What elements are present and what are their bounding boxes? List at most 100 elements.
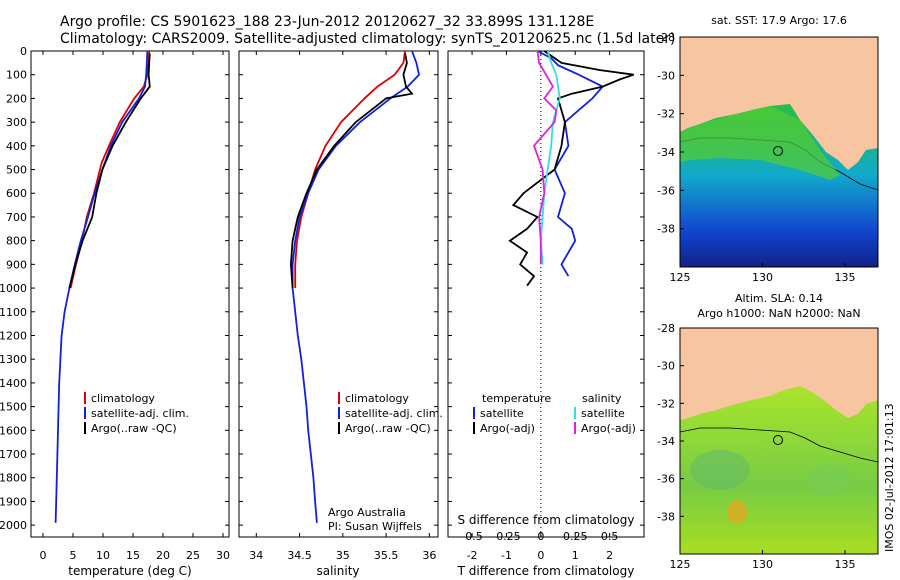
x-tick-label-s: -0.25 [492, 530, 520, 543]
argo-australia-label: Argo Australia [328, 506, 406, 519]
depth-tick-label: 1500 [0, 401, 27, 414]
depth-tick-label: 2000 [0, 519, 27, 532]
depth-tick-label: 600 [6, 187, 27, 200]
x-tick-label: 34.5 [287, 549, 312, 562]
depth-tick-label: 1300 [0, 353, 27, 366]
x-tick-label: 0 [537, 549, 544, 562]
depth-tick-label: 700 [6, 211, 27, 224]
depth-tick-label: 400 [6, 140, 27, 153]
legend-label-temp-argo: Argo(-adj) [480, 422, 535, 435]
difference-panel: -2 -1 0 1 2 -0.5 -0.25 0 0.25 0.5 [448, 50, 644, 562]
depth-tick-label: 0 [20, 45, 27, 58]
series-line-salinity-argo-adj- [532, 50, 558, 265]
sla-map-title: Altim. SLA: 0.14 [735, 292, 823, 305]
x-tick-label: 30 [216, 549, 230, 562]
temperature-panel-frame [30, 50, 230, 538]
series-line-satellite-adj-clim- [291, 50, 420, 523]
sla-map-land [680, 328, 878, 420]
imos-timestamp: IMOS 02-Jul-2012 17:01:13 [883, 403, 896, 552]
depth-tick-label: 200 [6, 92, 27, 105]
x-tick-label: 15 [126, 549, 140, 562]
sst-map-land [680, 37, 878, 170]
sla-map-shelf-contour [680, 427, 878, 463]
x-tick-label: 36 [422, 549, 436, 562]
sla-map-high-patch [727, 500, 747, 524]
depth-axis: 0 100 200 300 400 500 600 700 800 900 1000 1100 1200… [0, 45, 27, 532]
sla-map-argo-marker [773, 435, 783, 445]
depth-tick-label: 1800 [0, 472, 27, 485]
x-tick-label: 1 [572, 549, 579, 562]
sst-map-title: sat. SST: 17.9 Argo: 17.6 [711, 14, 847, 27]
map-y-tick-label: -30 [657, 69, 675, 82]
difference-legend: temperature salinity satellite Argo(-adj… [473, 392, 636, 435]
sla-map-low-patch [690, 450, 750, 490]
legend-label-satellite-adj: satellite-adj. clim. [91, 407, 189, 420]
series-line-salinity-satellite [539, 50, 561, 265]
series-line-temperature-argo-adj- [508, 50, 634, 287]
figure-title-line1: Argo profile: CS 5901623_188 23-Jun-2012… [60, 14, 594, 30]
sst-map-argo-marker [773, 146, 783, 156]
x-tick-label: 35 [336, 549, 350, 562]
x-tick-label: 34 [249, 549, 263, 562]
map-y-tick-label: -36 [657, 184, 675, 197]
depth-tick-label: 1100 [0, 306, 27, 319]
salinity-xlabel: salinity [316, 564, 359, 578]
series-line-temperature-satellite [536, 50, 605, 277]
x-tick-label: 35.5 [374, 549, 399, 562]
salinity-legend: climatology satellite-adj. clim. Argo(..… [338, 392, 443, 435]
legend-label-satellite-adj: satellite-adj. clim. [345, 407, 443, 420]
series-line-climatology [69, 50, 151, 289]
series-line-argo-raw-qc- [289, 53, 414, 289]
x-tick-label: 10 [96, 549, 110, 562]
x-tick-label: 0 [40, 549, 47, 562]
map-x-tick-label: 135 [835, 271, 856, 284]
x-tick-label: 20 [156, 549, 170, 562]
map-x-tick-label: 125 [670, 271, 691, 284]
temperature-xlabel: temperature (deg C) [68, 564, 191, 578]
temperature-legend: climatology satellite-adj. clim. Argo(..… [84, 392, 189, 435]
x-tick-label-s: 0.25 [563, 530, 588, 543]
map-y-tick-label: -38 [657, 223, 675, 236]
legend-heading-temperature: temperature [482, 392, 551, 405]
legend-label-argo: Argo(..raw -QC) [91, 422, 177, 435]
depth-tick-label: 1200 [0, 329, 27, 342]
depth-tick-label: 900 [6, 258, 27, 271]
depth-tick-label: 1400 [0, 377, 27, 390]
map-y-tick-label: -28 [657, 31, 675, 44]
x-tick-label: -2 [467, 549, 478, 562]
depth-tick-label: 1700 [0, 448, 27, 461]
figure-title-line2: Climatology: CARS2009. Satellite-adjuste… [60, 31, 675, 47]
legend-label-climatology: climatology [91, 392, 155, 405]
pi-label: PI: Susan Wijffels [328, 520, 422, 533]
legend-label-argo: Argo(..raw -QC) [345, 422, 431, 435]
x-tick-label: 2 [606, 549, 613, 562]
map-y-tick-label: -28 [657, 322, 675, 335]
depth-tick-label: 1600 [0, 424, 27, 437]
series-line-argo-raw-qc- [68, 53, 151, 289]
map-y-tick-label: -38 [657, 510, 675, 523]
depth-tick-label: 100 [6, 69, 27, 82]
difference-panel-frame [447, 50, 645, 538]
legend-label-sal-satellite: satellite [581, 407, 625, 420]
x-tick-label-s: 0.5 [601, 530, 619, 543]
map-y-tick-label: -30 [657, 360, 675, 373]
sst-map-axes: 125 130 135 -38 -36 -34 -32 -30 -28 [657, 31, 855, 284]
depth-tick-label: 300 [6, 116, 27, 129]
x-tick-label: 5 [70, 549, 77, 562]
sla-map-subtitle: Argo h1000: NaN h2000: NaN [697, 307, 860, 320]
map-y-tick-label: -34 [657, 146, 675, 159]
map-x-tick-label: 135 [835, 558, 856, 571]
legend-label-temp-satellite: satellite [480, 407, 524, 420]
map-x-tick-label: 130 [752, 558, 773, 571]
map-y-tick-label: -34 [657, 435, 675, 448]
difference-xlabel-t: T difference from climatology [457, 564, 635, 578]
legend-label-climatology: climatology [345, 392, 409, 405]
x-tick-label-s: 0 [537, 530, 544, 543]
map-y-tick-label: -36 [657, 473, 675, 486]
difference-xlabel-s: S difference from climatology [458, 513, 635, 527]
depth-tick-label: 1000 [0, 282, 27, 295]
map-x-tick-label: 130 [752, 271, 773, 284]
map-y-tick-label: -32 [657, 108, 675, 121]
map-x-tick-label: 125 [670, 558, 691, 571]
